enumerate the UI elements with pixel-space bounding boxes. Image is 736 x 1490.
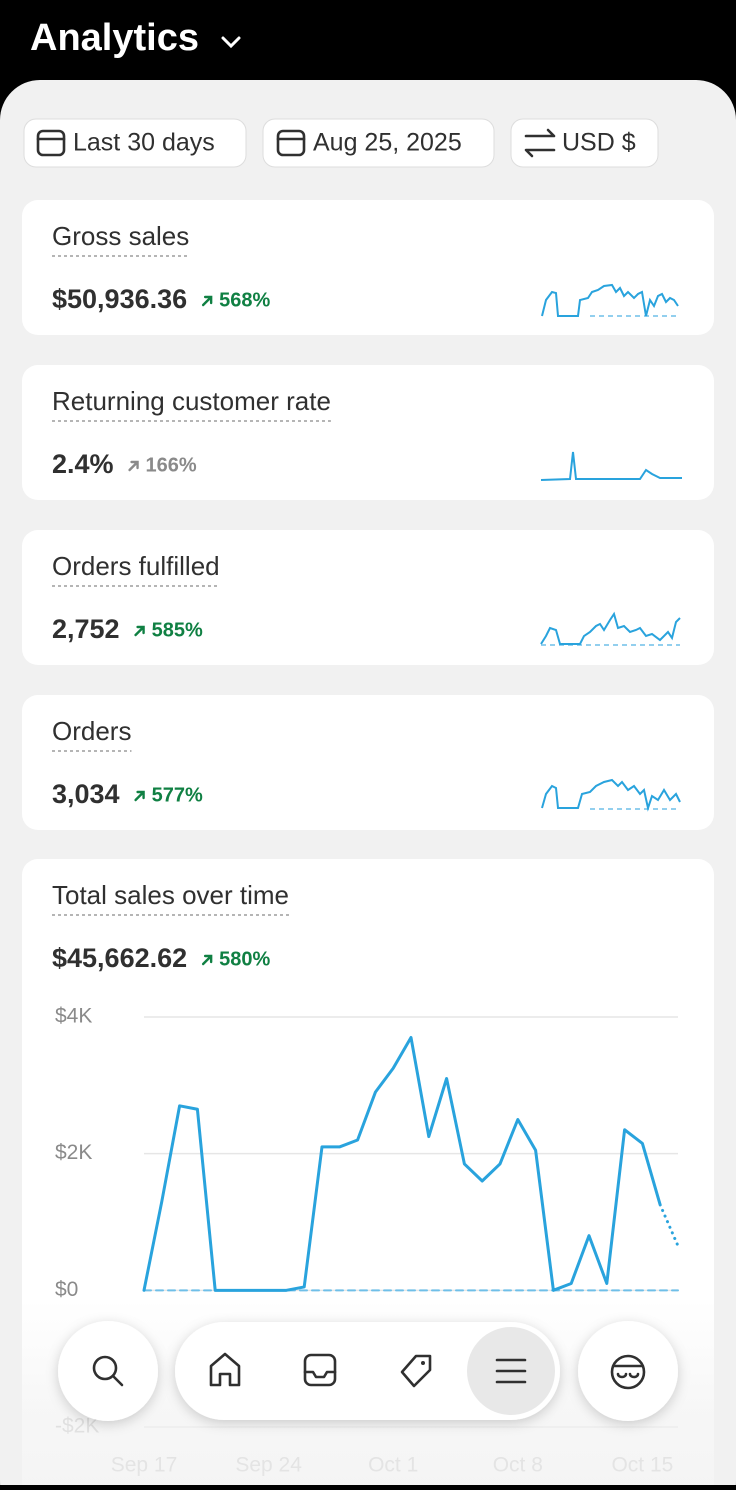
sparklines [540,283,682,812]
y-tick-label: $4K [55,1005,92,1028]
metric-value: 3,034 [52,779,120,809]
card-title[interactable]: Returning customer rate [52,386,331,416]
metric-change: 166% [146,454,197,476]
trend-arrow [128,460,139,472]
metric-change: 577% [152,784,203,806]
filter-label[interactable]: USD $ [562,129,636,157]
card-title[interactable]: Gross sales [52,221,189,251]
metric-card[interactable] [22,365,714,500]
sales-line [142,1036,680,1292]
bottom-nav [58,1321,678,1421]
trend-arrow [134,790,145,802]
card-title[interactable]: Orders fulfilled [52,551,220,581]
filter-label[interactable]: Last 30 days [73,129,215,157]
metric-value: 2,752 [52,614,120,644]
y-tick-label: $2K [55,1141,92,1164]
metric-card[interactable] [22,695,714,830]
inbox-tab[interactable] [303,1353,337,1387]
trend-arrow [201,954,213,966]
home-tab[interactable] [209,1352,241,1387]
metric-change: 585% [152,619,203,641]
products-tab[interactable] [400,1354,432,1388]
filter-label[interactable]: Aug 25, 2025 [313,129,462,157]
page-title[interactable]: Analytics [30,17,199,59]
metric-change: 580% [219,948,270,970]
search-button[interactable] [58,1321,158,1421]
metric-value: $45,662.62 [52,943,187,973]
filter-pill[interactable]: Last 30 days [23,118,247,168]
nav-pill [175,1322,560,1420]
metric-cards: Gross sales $50,936.36 568% Returning custo… [22,200,714,830]
filter-pill[interactable]: USD $ [510,118,659,168]
trend-arrow [201,295,213,307]
card-title[interactable]: Total sales over time [52,880,289,910]
card-title[interactable]: Orders [52,716,131,746]
trend-arrow [134,625,145,637]
filter-pill[interactable]: Aug 25, 2025 [262,118,495,168]
title-chevron[interactable] [221,36,241,49]
metric-value: $50,936.36 [52,284,187,314]
metric-change: 568% [219,289,270,311]
assistant-button[interactable] [578,1321,678,1421]
metric-card[interactable] [22,530,714,665]
y-tick-label: $0 [55,1278,78,1301]
metric-value: 2.4% [52,449,114,479]
metric-card[interactable] [22,200,714,335]
